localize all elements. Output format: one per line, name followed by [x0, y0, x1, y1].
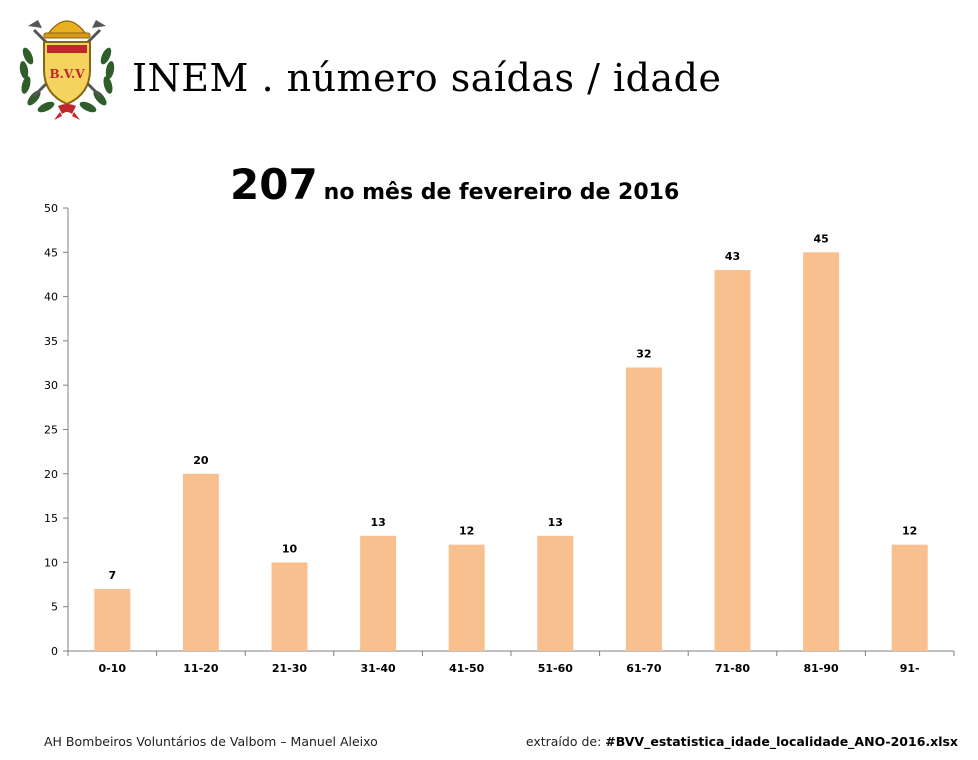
y-tick-label: 45 — [44, 246, 58, 259]
bar — [94, 588, 131, 651]
bar-value-label: 43 — [725, 250, 740, 263]
bar-value-label: 10 — [282, 542, 298, 555]
chart-title-total: 207 — [230, 160, 318, 209]
footer-credit: AH Bombeiros Voluntários de Valbom – Man… — [44, 734, 378, 749]
y-tick-label: 30 — [44, 379, 58, 392]
x-tick-label: 41-50 — [449, 662, 485, 675]
footer-source-file: #BVV_estatistica_idade_localidade_ANO-20… — [605, 734, 958, 749]
bar-value-label: 13 — [548, 516, 563, 529]
bar-chart: 0 5 10 15 20 25 30 35 40 45 50 7 0-10 20 11-20 10 21-30 1… — [44, 202, 955, 675]
bar-value-label: 12 — [459, 525, 474, 538]
chart-title-text: no mês de fevereiro de 2016 — [323, 180, 680, 205]
page-title: INEM . número saídas / idade — [132, 56, 722, 100]
bar-value-label: 32 — [636, 347, 651, 360]
bar — [271, 562, 308, 651]
svg-text:B.V.V: B.V.V — [49, 67, 85, 81]
bar-value-label: 7 — [108, 569, 116, 582]
bar-value-label: 20 — [193, 454, 209, 467]
bar — [714, 270, 751, 651]
bar — [360, 535, 397, 651]
shield-icon: B.V.V — [43, 41, 91, 106]
y-tick-label: 0 — [51, 645, 58, 658]
bar — [182, 473, 219, 651]
y-tick-label: 20 — [44, 468, 58, 481]
y-tick-label: 15 — [44, 512, 58, 525]
bar-value-label: 13 — [370, 516, 385, 529]
x-tick-label: 31-40 — [361, 662, 397, 675]
bar — [448, 544, 485, 651]
x-tick-label: 0-10 — [99, 662, 127, 675]
x-tick-label: 61-70 — [626, 662, 662, 675]
chart-title: 207 no mês de fevereiro de 2016 — [230, 160, 679, 209]
bar-value-label: 12 — [902, 525, 917, 538]
bar — [891, 544, 928, 651]
helmet-icon — [43, 20, 91, 39]
footer-source-prefix: extraído de: — [525, 734, 606, 749]
fire-brigade-emblem: B.V.V — [19, 20, 115, 120]
x-tick-label: 21-30 — [272, 662, 308, 675]
x-tick-label: 71-80 — [715, 662, 751, 675]
bar — [625, 367, 662, 651]
y-tick-label: 5 — [51, 601, 58, 614]
x-tick-label: 51-60 — [538, 662, 574, 675]
y-tick-label: 50 — [44, 202, 58, 215]
bar — [537, 535, 574, 651]
footer-source: extraído de: #BVV_estatistica_idade_loca… — [526, 734, 958, 749]
ribbon-icon — [54, 104, 80, 120]
y-tick-label: 40 — [44, 291, 58, 304]
x-tick-label: 11-20 — [183, 662, 219, 675]
x-tick-label: 91- — [900, 662, 920, 675]
bar-value-label: 45 — [813, 232, 828, 245]
bar — [803, 252, 840, 652]
x-tick-label: 81-90 — [804, 662, 840, 675]
y-tick-label: 10 — [44, 556, 58, 569]
y-tick-label: 25 — [44, 424, 58, 437]
y-tick-label: 35 — [44, 335, 58, 348]
